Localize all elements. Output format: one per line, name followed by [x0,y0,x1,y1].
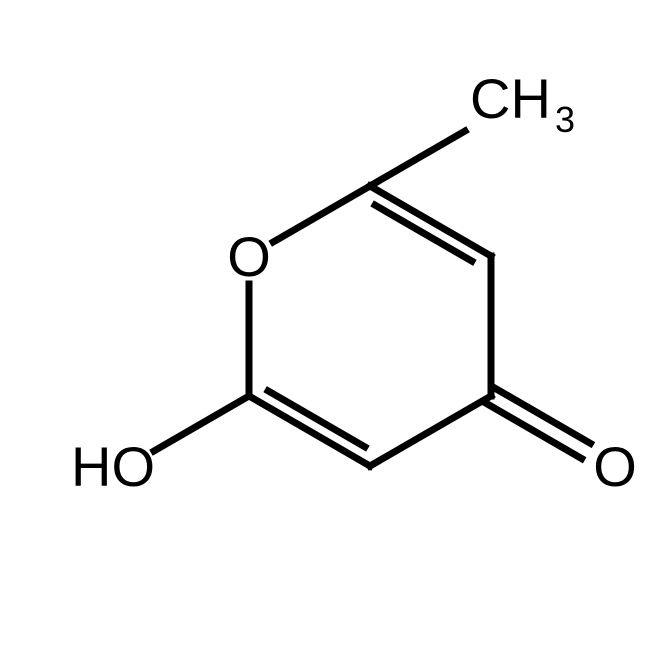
atom-label: CH [470,67,551,130]
bond-line [273,186,370,242]
atom-label: 3 [555,99,575,140]
bond-line [370,186,491,256]
chemical-structure-diagram: O O HO CH3 [0,0,650,650]
bond-line [154,396,249,451]
atom-label: HO [71,435,155,498]
bond-line [249,396,370,466]
atom-label: O [227,225,271,288]
bond-line [370,396,491,466]
atom-label: O [593,435,637,498]
bond-line [370,131,465,186]
